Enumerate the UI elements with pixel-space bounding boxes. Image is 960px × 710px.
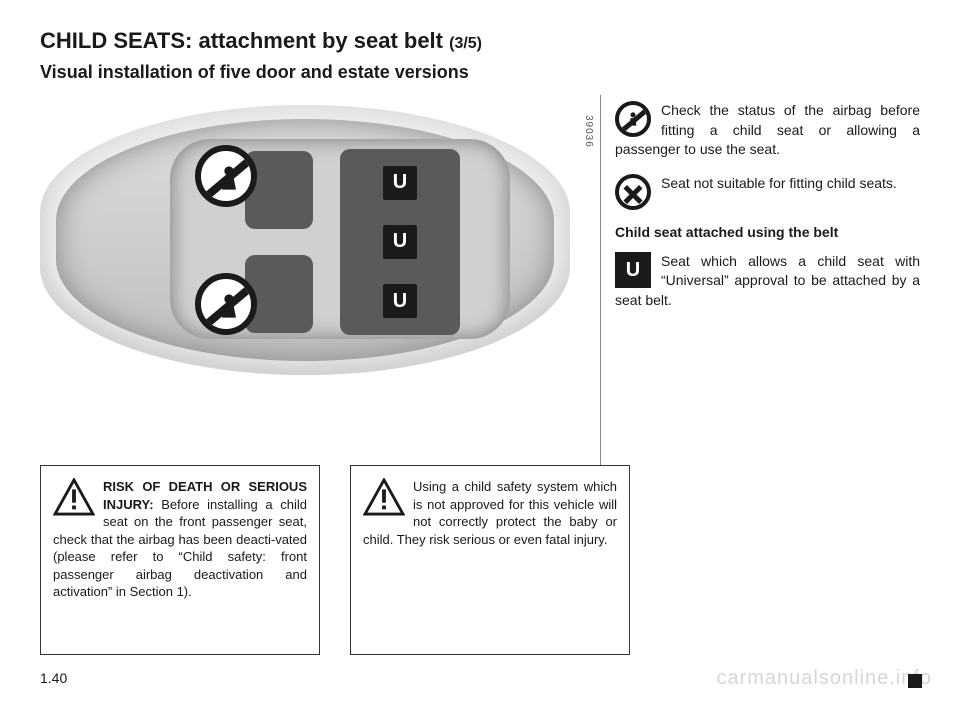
watermark: carmanualsonline.info xyxy=(716,667,932,690)
corner-marker xyxy=(908,674,922,688)
child-silhouette-icon xyxy=(215,289,243,323)
legend-check-airbag: Check the status of the airbag before fi… xyxy=(615,101,920,160)
legend-text: Seat which allows a child seat with “Uni… xyxy=(615,253,920,308)
child-silhouette-icon xyxy=(215,161,243,195)
not-suitable-icon xyxy=(615,174,651,210)
title-main: CHILD SEATS: attachment by seat belt xyxy=(40,28,449,53)
warning-triangle-icon xyxy=(53,478,95,516)
title-part: (3/5) xyxy=(449,35,482,52)
left-column: U U U 39036 xyxy=(40,95,600,655)
content-row: U U U 39036 xyxy=(40,95,920,655)
page-number: 1.40 xyxy=(40,670,67,686)
legend-text: Check the status of the airbag before fi… xyxy=(615,102,920,157)
rear-bench: U U U xyxy=(340,149,460,335)
legend-u-seat: U Seat which allows a child seat with “U… xyxy=(615,252,920,311)
rear-seat-u-badge: U xyxy=(383,284,417,318)
right-column: Check the status of the airbag before fi… xyxy=(601,95,920,655)
prohibited-child-icon xyxy=(615,101,651,137)
rear-seat-u-badge: U xyxy=(383,166,417,200)
warning-triangle-icon xyxy=(363,478,405,516)
legend-text: Seat not suitable for fitting child seat… xyxy=(661,175,897,191)
image-number: 39036 xyxy=(583,115,594,148)
warning-box-unapproved: Using a child safety system which is not… xyxy=(350,465,630,655)
prohibited-icon xyxy=(195,273,257,335)
legend-not-suitable: Seat not suitable for fitting child seat… xyxy=(615,174,920,210)
warning-box-death: RISK OF DEATH OR SERIOUS INJURY: Before … xyxy=(40,465,320,655)
rear-seat-u-badge: U xyxy=(383,225,417,259)
car-diagram: U U U 39036 xyxy=(40,105,570,375)
front-driver-seat xyxy=(245,151,313,229)
legend-heading: Child seat attached using the belt xyxy=(615,224,920,240)
page-subtitle: Visual installation of five door and est… xyxy=(40,62,920,83)
page-title: CHILD SEATS: attachment by seat belt (3/… xyxy=(40,28,920,54)
u-badge-icon: U xyxy=(615,252,651,288)
prohibited-icon xyxy=(195,145,257,207)
warning-row: RISK OF DEATH OR SERIOUS INJURY: Before … xyxy=(40,465,630,655)
